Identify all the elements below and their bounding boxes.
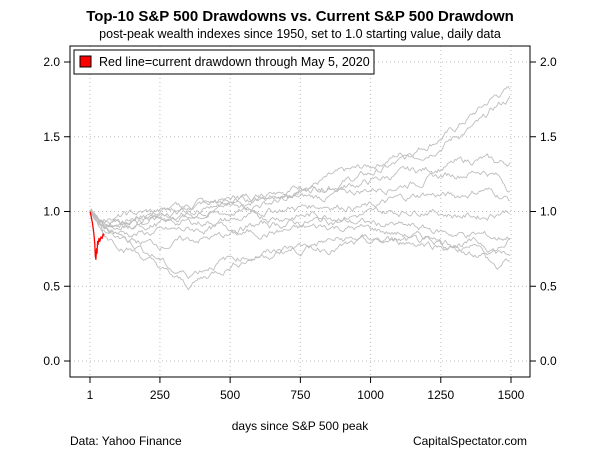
y-axis-right: 0.0 0.5 1.0 1.5 2.0 bbox=[530, 55, 557, 368]
series-current-drawdown bbox=[89, 211, 105, 260]
x-tick-label-6: 1500 bbox=[498, 388, 525, 402]
series-group bbox=[89, 86, 511, 291]
x-axis: 1 250 500 750 1000 1250 1500 bbox=[87, 377, 525, 402]
y-tick-label-left-4: 2.0 bbox=[43, 55, 60, 69]
series-line-8 bbox=[89, 210, 511, 253]
series-line-9 bbox=[89, 211, 511, 291]
x-tick-label-3: 750 bbox=[290, 388, 310, 402]
y-tick-label-right-3: 1.5 bbox=[540, 130, 557, 144]
legend: Red line=current drawdown through May 5,… bbox=[73, 49, 375, 75]
data-source: Data: Yahoo Finance bbox=[70, 434, 182, 448]
series-line-2 bbox=[89, 95, 511, 230]
x-tick-label-0: 1 bbox=[87, 388, 94, 402]
y-tick-label-right-2: 1.0 bbox=[540, 205, 557, 219]
x-tick-label-4: 1000 bbox=[357, 388, 384, 402]
y-tick-label-right-0: 0.0 bbox=[540, 354, 557, 368]
legend-swatch-red bbox=[79, 55, 92, 68]
y-tick-label-right-4: 2.0 bbox=[540, 55, 557, 69]
series-line-1 bbox=[89, 86, 511, 229]
series-line-4 bbox=[89, 170, 511, 225]
brand-label: CapitalSpectator.com bbox=[413, 434, 527, 448]
x-tick-label-1: 250 bbox=[150, 388, 170, 402]
x-tick-label-2: 500 bbox=[220, 388, 240, 402]
y-tick-label-left-2: 1.0 bbox=[43, 205, 60, 219]
series-line-10 bbox=[89, 211, 511, 279]
series-line-6 bbox=[89, 207, 510, 231]
chart-subtitle: post-peak wealth indexes since 1950, set… bbox=[99, 27, 501, 41]
legend-label: Red line=current drawdown through May 5,… bbox=[99, 55, 370, 69]
series-line-7 bbox=[89, 209, 511, 241]
legend-box bbox=[73, 49, 375, 75]
series-line-3 bbox=[89, 153, 511, 227]
y-tick-label-right-1: 0.5 bbox=[540, 279, 557, 293]
y-tick-label-left-0: 0.0 bbox=[43, 354, 60, 368]
y-axis-left: 0.0 0.5 1.0 1.5 2.0 bbox=[43, 55, 70, 368]
chart-title: Top-10 S&P 500 Drawdowns vs. Current S&P… bbox=[86, 8, 514, 25]
x-axis-label: days since S&P 500 peak bbox=[232, 419, 370, 433]
x-tick-label-5: 1250 bbox=[427, 388, 454, 402]
series-line-5 bbox=[89, 187, 511, 231]
y-tick-label-left-3: 1.5 bbox=[43, 130, 60, 144]
y-tick-label-left-1: 0.5 bbox=[43, 279, 60, 293]
